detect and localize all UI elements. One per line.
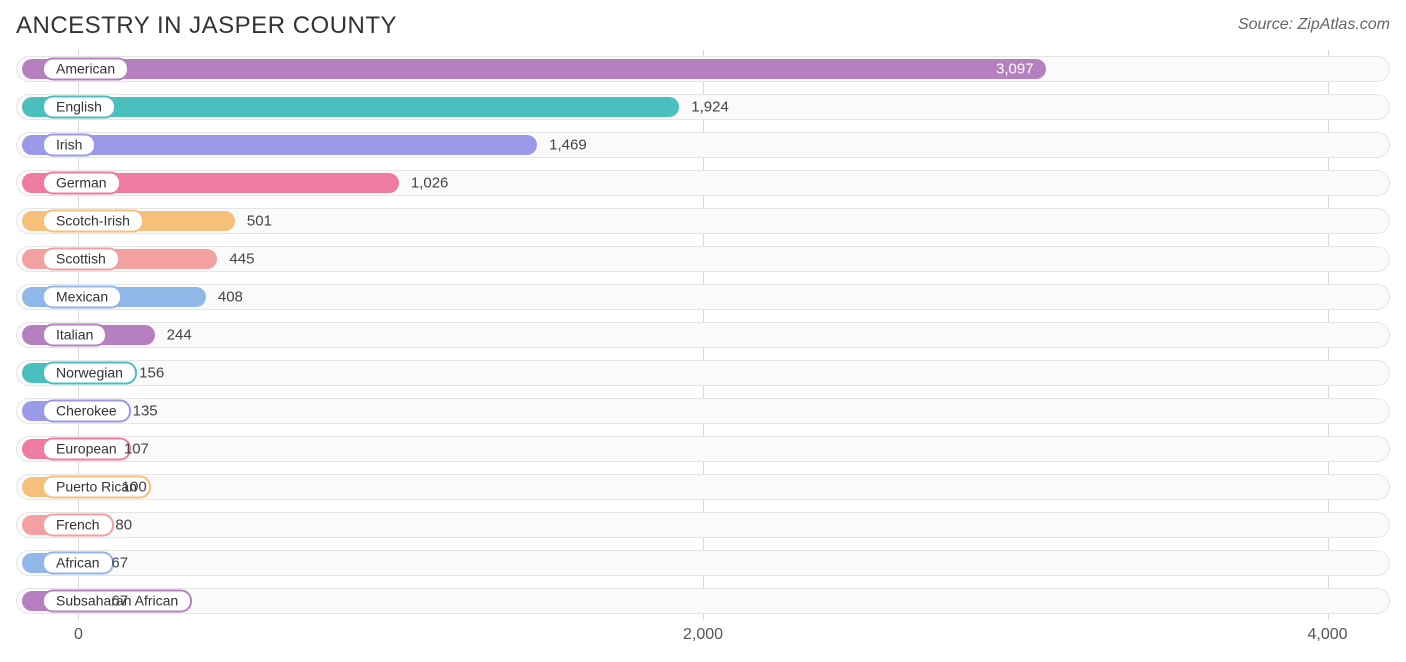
value-label: 244	[167, 327, 192, 344]
x-tick-label: 4,000	[1308, 626, 1348, 644]
bar-row: Cherokee135	[16, 394, 1390, 428]
bar-row: English 1,924	[16, 90, 1390, 124]
bar-row: Irish 1,469	[16, 128, 1390, 162]
value-label: 408	[218, 289, 243, 306]
category-pill: Italian	[42, 324, 107, 347]
bar	[22, 59, 1046, 79]
bar-row: German 1,026	[16, 166, 1390, 200]
bar-row: European107	[16, 432, 1390, 466]
value-label: 100	[122, 479, 147, 496]
category-pill: Mexican	[42, 286, 122, 309]
chart-rows: American 3,097 English 1,924 Irish 1,469 Germa…	[16, 52, 1390, 618]
value-label: 445	[229, 251, 254, 268]
chart-header: ANCESTRY IN JASPER COUNTY Source: ZipAtl…	[16, 12, 1390, 40]
value-label: 67	[111, 555, 128, 572]
bar-row: Mexican 408	[16, 280, 1390, 314]
bar-row: French80	[16, 508, 1390, 542]
category-pill: Cherokee	[42, 400, 131, 423]
bar-track	[16, 360, 1390, 386]
bar-row: Subsaharan African67	[16, 584, 1390, 618]
chart-title: ANCESTRY IN JASPER COUNTY	[16, 12, 397, 40]
bar-track	[16, 512, 1390, 538]
category-pill: African	[42, 552, 114, 575]
bar-row: Scotch-Irish 501	[16, 204, 1390, 238]
category-pill: French	[42, 514, 114, 537]
bar-track	[16, 398, 1390, 424]
value-label: 3,097	[996, 61, 1034, 78]
x-tick-label: 0	[74, 626, 83, 644]
bar	[22, 135, 537, 155]
value-label: 1,924	[691, 99, 729, 116]
value-label: 67	[111, 593, 128, 610]
value-label: 156	[139, 365, 164, 382]
bar-row: Scottish 445	[16, 242, 1390, 276]
category-pill: European	[42, 438, 131, 461]
chart-source: Source: ZipAtlas.com	[1238, 16, 1390, 34]
x-tick-label: 2,000	[683, 626, 723, 644]
bar-track	[16, 474, 1390, 500]
bar-track	[16, 246, 1390, 272]
x-axis: 0 2,000 4,000	[16, 622, 1390, 650]
value-label: 80	[115, 517, 132, 534]
value-label: 1,026	[411, 175, 449, 192]
bar-track	[16, 322, 1390, 348]
value-label: 135	[133, 403, 158, 420]
category-pill: Scotch-Irish	[42, 210, 144, 233]
category-pill: English	[42, 96, 116, 119]
bar	[22, 97, 679, 117]
bar-track	[16, 588, 1390, 614]
bar-row: African67	[16, 546, 1390, 580]
chart-area: American 3,097 English 1,924 Irish 1,469 Germa…	[16, 52, 1390, 650]
bar-row: Italian 244	[16, 318, 1390, 352]
value-label: 107	[124, 441, 149, 458]
bar-row: Norwegian156	[16, 356, 1390, 390]
category-pill: Irish	[42, 134, 96, 157]
bar-row: American 3,097	[16, 52, 1390, 86]
bar-track	[16, 436, 1390, 462]
bar-track	[16, 550, 1390, 576]
bar-row: Puerto Rican100	[16, 470, 1390, 504]
value-label: 1,469	[549, 137, 587, 154]
value-label: 501	[247, 213, 272, 230]
category-pill: Norwegian	[42, 362, 137, 385]
category-pill: American	[42, 58, 129, 81]
category-pill: German	[42, 172, 121, 195]
category-pill: Scottish	[42, 248, 120, 271]
